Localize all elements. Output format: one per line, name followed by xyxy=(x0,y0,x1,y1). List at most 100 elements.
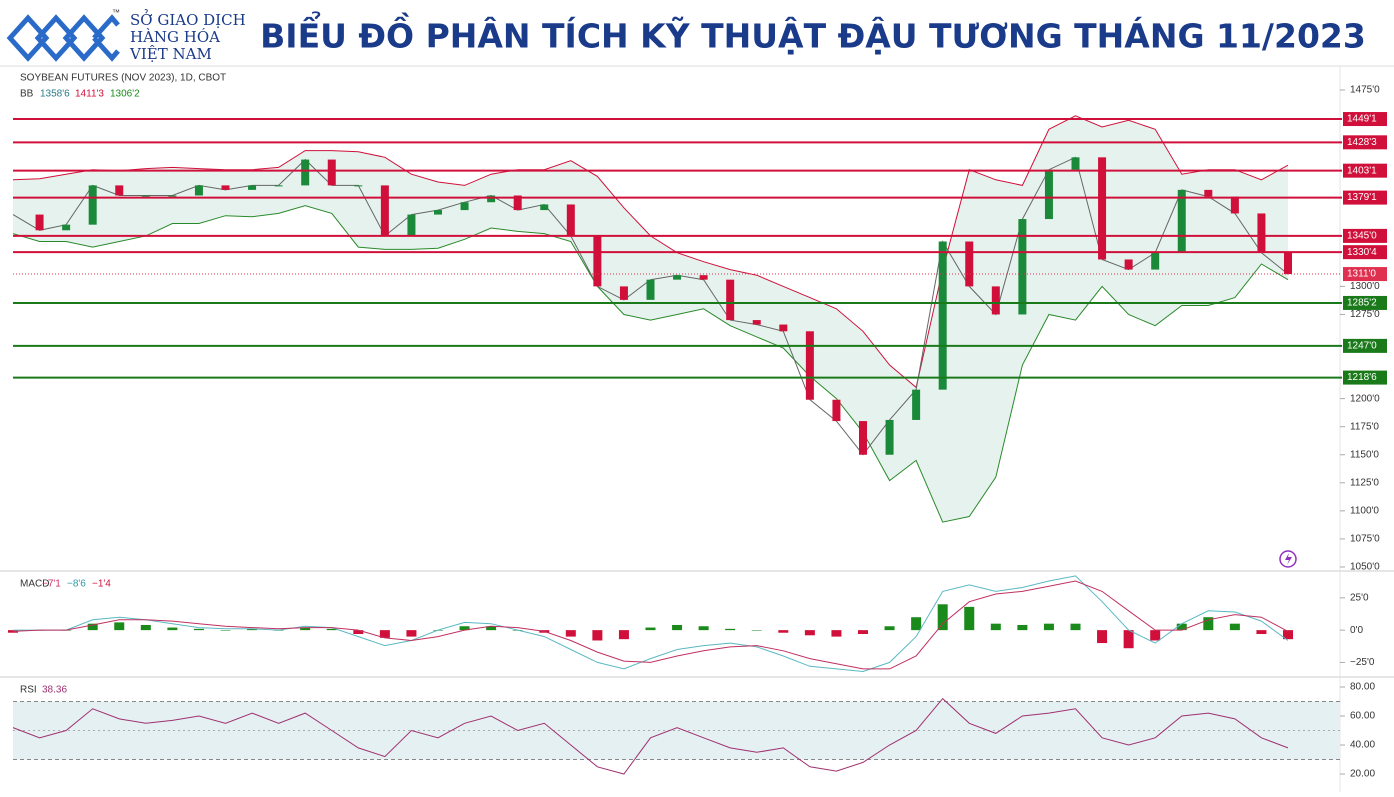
histogram-bar xyxy=(1123,630,1134,649)
candle xyxy=(752,320,761,325)
bb-lower xyxy=(12,205,1289,523)
candle xyxy=(301,159,310,186)
macd-line xyxy=(13,575,1289,673)
histogram-bar xyxy=(114,622,125,631)
y-tick-label: 1075'0 xyxy=(1350,534,1380,545)
histogram-bar xyxy=(964,606,975,631)
candle xyxy=(1151,252,1160,270)
level-label: 1247'0 xyxy=(1347,341,1377,352)
level-label: 1403'1 xyxy=(1347,165,1377,176)
candle xyxy=(540,204,549,211)
logo-text: VIỆT NAM xyxy=(129,45,212,63)
candle xyxy=(1204,189,1213,197)
logo xyxy=(6,14,120,62)
level-label: 1428'3 xyxy=(1347,137,1377,148)
candle xyxy=(1230,196,1239,214)
legend-value: 1306'2 xyxy=(110,89,140,100)
logo-mark: ™ xyxy=(112,8,120,17)
histogram-bar xyxy=(1150,630,1161,641)
candle xyxy=(885,419,894,455)
histogram-bar xyxy=(698,626,709,631)
candle xyxy=(832,399,841,422)
candle xyxy=(274,185,283,187)
histogram-bar xyxy=(167,627,178,631)
y-tick-label: 40.00 xyxy=(1350,740,1375,751)
candle xyxy=(938,241,947,390)
candle xyxy=(248,185,257,190)
logo-text: HÀNG HÓA xyxy=(130,28,220,46)
level-label: 1449'1 xyxy=(1347,114,1377,125)
candle xyxy=(646,279,655,300)
level-box xyxy=(1343,245,1387,260)
candle xyxy=(1044,169,1053,220)
level-box xyxy=(1343,190,1387,205)
y-tick-label: 60.00 xyxy=(1350,711,1375,722)
candle xyxy=(965,241,974,287)
histogram-bar xyxy=(353,630,364,635)
candle xyxy=(35,214,44,231)
y-tick-label: 20.00 xyxy=(1350,769,1375,780)
legend-value: 38.36 xyxy=(42,685,67,696)
candle xyxy=(487,195,496,203)
histogram-bar xyxy=(911,617,922,631)
y-tick-label: 1150'0 xyxy=(1350,449,1379,460)
histogram-bar xyxy=(831,630,842,637)
legend-value: 1411'3 xyxy=(75,89,104,100)
legend-value: −8'6 xyxy=(67,579,86,590)
histogram-bar xyxy=(751,630,762,631)
rsi-band xyxy=(13,701,1340,760)
level-box xyxy=(1343,295,1387,310)
histogram-bar xyxy=(725,628,736,631)
level-label: 1218'6 xyxy=(1347,372,1377,383)
candle xyxy=(991,286,1000,315)
candle xyxy=(513,195,522,211)
level-box xyxy=(1343,338,1387,353)
last-label: 1311'0 xyxy=(1347,269,1376,280)
histogram-bar xyxy=(1176,623,1187,631)
legend-value: −7'1 xyxy=(42,579,61,590)
histogram-bar xyxy=(220,630,231,631)
y-tick-label: 1275'0 xyxy=(1350,309,1380,320)
candle xyxy=(726,279,735,321)
histogram-bar xyxy=(1229,623,1240,631)
candle xyxy=(1284,252,1292,275)
page-title: BIỂU ĐỒ PHÂN TÍCH KỸ THUẬT ĐẬU TƯƠNG THÁ… xyxy=(260,11,1366,56)
y-tick-label: 1300'0 xyxy=(1350,281,1380,292)
legend-label: RSI xyxy=(20,685,37,696)
candle xyxy=(805,331,814,400)
histogram-bar xyxy=(486,626,497,631)
candle xyxy=(593,235,602,287)
level-box xyxy=(1343,370,1387,385)
histogram-bar xyxy=(937,604,948,631)
histogram-bar xyxy=(1256,630,1267,635)
logo-text: SỞ GIAO DỊCH xyxy=(130,9,246,29)
histogram-bar xyxy=(300,627,311,631)
candle xyxy=(194,185,203,196)
candle xyxy=(141,195,150,197)
legend-label: MACD xyxy=(20,579,49,590)
histogram-bar xyxy=(1283,630,1293,640)
y-tick-label: 1200'0 xyxy=(1350,393,1380,404)
candle xyxy=(699,275,708,280)
histogram-bar xyxy=(1043,623,1054,631)
candle xyxy=(434,210,442,215)
level-box xyxy=(1343,163,1387,178)
histogram-bar xyxy=(884,626,895,631)
histogram-bar xyxy=(406,630,417,637)
histogram-bar xyxy=(858,630,868,635)
histogram-bar xyxy=(8,630,18,633)
level-label: 1345'0 xyxy=(1347,231,1377,242)
y-tick-label: 1175'0 xyxy=(1350,421,1379,432)
candle xyxy=(1124,259,1133,270)
candle xyxy=(407,214,416,236)
candle xyxy=(673,275,682,280)
level-box xyxy=(1343,228,1387,243)
last-box xyxy=(1343,267,1387,282)
macd-line xyxy=(12,580,1289,670)
histogram-bar xyxy=(1097,630,1108,644)
y-tick-label: 1475'0 xyxy=(1350,85,1380,96)
histogram-bar xyxy=(804,630,815,636)
candle xyxy=(115,185,124,196)
y-tick-label: 80.00 xyxy=(1350,682,1375,693)
